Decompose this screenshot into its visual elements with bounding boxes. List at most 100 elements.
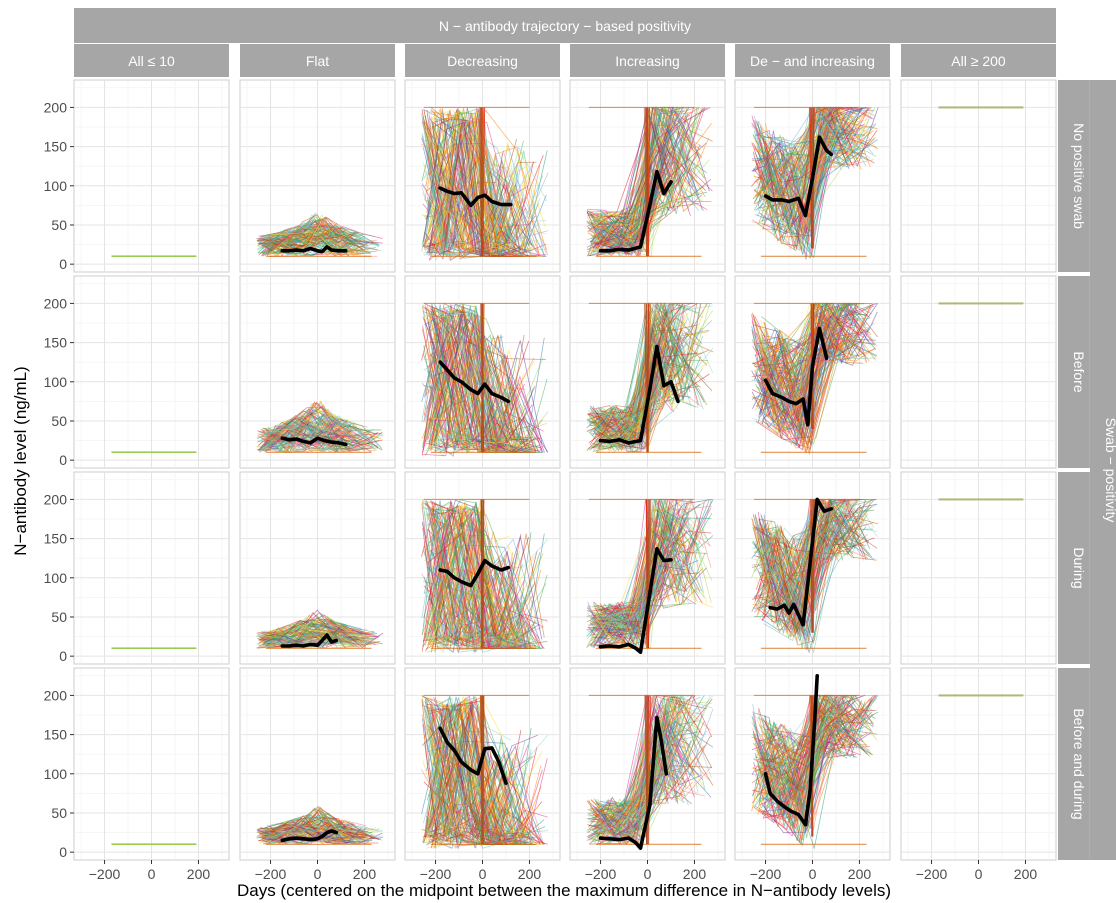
participant-line [764, 303, 877, 451]
participant-line [429, 508, 531, 649]
participant-line [430, 506, 516, 649]
row-facet-title-strip [1090, 80, 1116, 860]
participant-line [481, 499, 483, 649]
participant-line [431, 500, 527, 649]
row-strip [1058, 80, 1090, 272]
participant-line [266, 225, 345, 254]
x-tick-label: −200 [750, 866, 782, 882]
participant-line [587, 499, 681, 640]
participant-line [428, 318, 544, 453]
participant-line [752, 318, 853, 430]
panel [73, 275, 230, 469]
participant-line [598, 189, 674, 234]
participant-line [425, 503, 521, 649]
panel [239, 79, 396, 273]
participant-line [590, 303, 680, 440]
participant-line [590, 201, 673, 253]
mean-trajectory-line [438, 360, 511, 404]
participant-line [428, 728, 517, 846]
panel [73, 471, 230, 665]
participant-line [427, 697, 549, 849]
row-strip [1058, 472, 1090, 664]
y-tick-label: 0 [59, 452, 67, 468]
participant-line [762, 499, 847, 582]
mean-trajectory-line [280, 245, 348, 254]
participant-line [594, 499, 686, 641]
x-tick-label: 200 [683, 866, 707, 882]
participant-line [761, 695, 840, 831]
y-tick-label: 200 [44, 491, 68, 507]
participant-line [757, 695, 834, 835]
y-tick-label: 150 [44, 335, 68, 351]
participant-trajectories [586, 693, 714, 846]
participant-line [751, 115, 832, 256]
y-tick-label: 0 [59, 844, 67, 860]
participant-line [763, 107, 872, 249]
participant-line [647, 303, 651, 453]
participant-line [434, 501, 514, 645]
participant-line [425, 199, 525, 256]
participant-trajectories [421, 106, 549, 262]
participant-line [753, 139, 855, 224]
participant-line [267, 424, 337, 449]
participant-line [595, 167, 676, 248]
y-tick-label: 150 [44, 531, 68, 547]
participant-line [592, 307, 681, 422]
participant-line [257, 228, 365, 254]
panel [239, 667, 396, 861]
row-strip [1058, 668, 1090, 860]
participant-trajectories [421, 498, 549, 654]
x-tick-label: −200 [916, 866, 948, 882]
col-strip [570, 44, 725, 77]
participant-line [424, 111, 533, 251]
col-facet-label: All ≤ 10 [128, 53, 175, 69]
y-tick-label: 100 [44, 374, 68, 390]
mean-trajectory-line [768, 497, 834, 627]
participant-line [269, 824, 383, 843]
participant-line [256, 807, 344, 843]
participant-line [596, 107, 695, 257]
participant-line [757, 106, 860, 209]
participant-line [763, 499, 850, 625]
y-tick-label: 0 [59, 256, 67, 272]
participant-line [646, 499, 649, 649]
participant-line [759, 704, 842, 762]
row-facet-label: Before [1071, 351, 1087, 392]
participant-line [587, 760, 686, 845]
panel [569, 667, 726, 861]
panel [734, 275, 891, 469]
participant-line [598, 303, 707, 452]
participant-line [426, 791, 503, 845]
participant-line [426, 696, 543, 846]
participant-line [751, 711, 849, 842]
participant-line [421, 118, 514, 247]
y-tick-label: 50 [51, 413, 67, 429]
participant-line [759, 122, 844, 147]
row-facet-label: No positive swab [1071, 123, 1087, 229]
participant-line [761, 733, 857, 796]
participant-line [423, 735, 538, 845]
participant-line [423, 580, 522, 642]
participant-line [262, 806, 379, 841]
x-tick-label: 200 [353, 866, 377, 882]
participant-line [481, 499, 484, 649]
participant-line [482, 695, 484, 845]
participant-line [646, 303, 648, 453]
x-tick-label: 0 [644, 866, 652, 882]
participant-line [427, 532, 530, 638]
y-tick-label: 100 [44, 178, 68, 194]
participant-line [265, 627, 381, 637]
participant-line [479, 107, 482, 257]
participant-line [757, 498, 857, 625]
participant-line [264, 623, 347, 649]
participant-line [431, 318, 518, 448]
col-strip [735, 44, 890, 77]
panel [404, 275, 561, 469]
participant-line [263, 225, 356, 254]
col-facet-label: Decreasing [447, 53, 518, 69]
participant-line [763, 116, 833, 229]
participant-line [433, 303, 508, 451]
y-tick-label: 200 [44, 295, 68, 311]
col-facet-label: All ≥ 200 [951, 53, 1006, 69]
participant-line [764, 107, 839, 259]
